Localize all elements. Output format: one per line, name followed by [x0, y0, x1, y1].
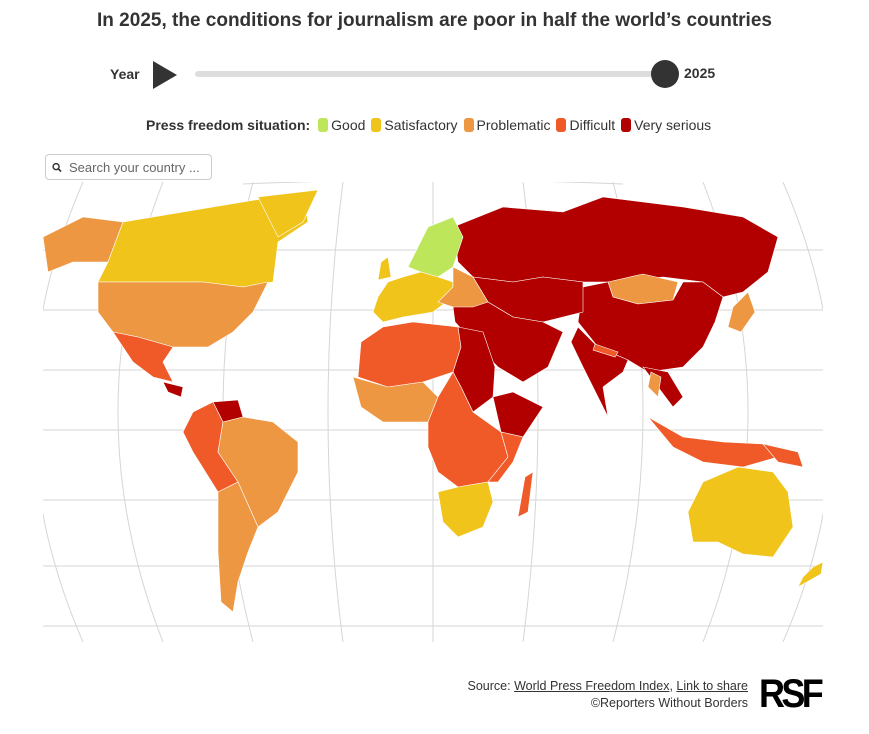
legend-item-very-serious: Very serious — [621, 117, 711, 133]
legend-swatch — [463, 118, 474, 132]
region-central-america — [162, 381, 184, 398]
year-slider-track[interactable] — [195, 71, 665, 77]
copyright: ©Reporters Without Borders — [590, 696, 748, 710]
region-north-africa — [357, 321, 462, 388]
page-title: In 2025, the conditions for journalism a… — [97, 10, 772, 31]
search-input[interactable] — [67, 158, 211, 176]
region-argentina-chile — [217, 481, 259, 613]
region-uk — [377, 256, 392, 281]
region-brazil — [217, 416, 299, 528]
legend-item-good: Good — [318, 117, 365, 133]
legend-swatch — [318, 118, 329, 132]
region-western-europe — [372, 271, 454, 323]
region-nepal — [592, 343, 619, 358]
year-value: 2025 — [684, 65, 716, 81]
separator: , — [669, 679, 677, 693]
legend-item-difficult: Difficult — [556, 117, 615, 133]
rsf-logo: RSF — [759, 672, 824, 716]
region-ethiopia-somalia — [492, 391, 544, 438]
legend-swatch — [556, 118, 567, 132]
legend: Press freedom situation: Good Satisfacto… — [146, 117, 713, 133]
source-label: Source: — [467, 679, 515, 693]
legend-label: Satisfactory — [384, 117, 458, 133]
region-southern-africa — [437, 481, 494, 538]
legend-title: Press freedom situation: — [146, 117, 311, 133]
legend-item-problematic: Problematic — [463, 117, 551, 133]
region-nz — [797, 561, 823, 588]
search-icon — [52, 162, 62, 172]
legend-label: Difficult — [569, 117, 616, 133]
region-madagascar — [517, 471, 534, 518]
region-australia — [687, 466, 794, 558]
region-mexico — [112, 331, 174, 383]
year-label: Year — [110, 66, 140, 82]
year-slider-handle[interactable] — [651, 60, 679, 88]
region-japan — [727, 291, 756, 333]
region-eastern-europe — [437, 266, 489, 308]
play-icon[interactable] — [153, 61, 177, 89]
region-greenland — [257, 189, 319, 238]
legend-label: Problematic — [476, 117, 551, 133]
legend-swatch — [371, 118, 382, 132]
region-indonesia — [647, 416, 779, 468]
legend-label: Very serious — [634, 117, 712, 133]
country-search[interactable] — [45, 154, 212, 180]
legend-item-satisfactory: Satisfactory — [371, 117, 458, 133]
countries — [43, 189, 823, 613]
region-east-africa — [487, 431, 524, 483]
share-link[interactable]: Link to share — [676, 679, 748, 693]
footer: Source: World Press Freedom Index, Link … — [468, 678, 748, 712]
source-link[interactable]: World Press Freedom Index — [514, 679, 670, 693]
region-thailand — [647, 371, 662, 398]
legend-label: Good — [331, 117, 366, 133]
legend-swatch — [621, 118, 632, 132]
world-map[interactable] — [43, 182, 823, 642]
region-png — [762, 443, 804, 468]
